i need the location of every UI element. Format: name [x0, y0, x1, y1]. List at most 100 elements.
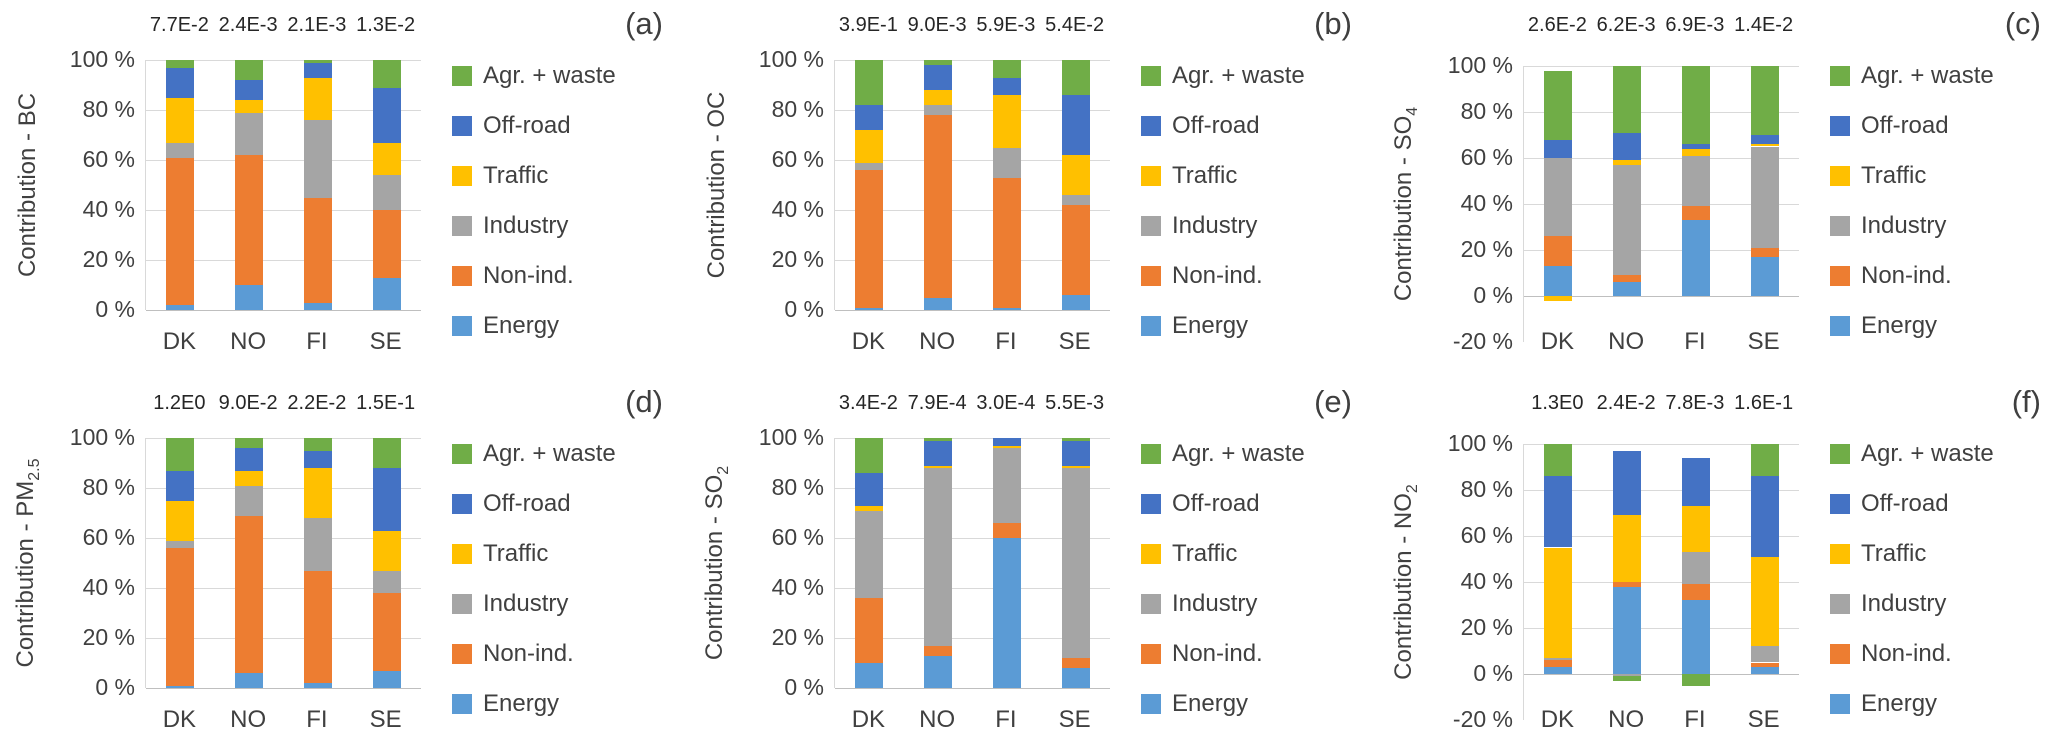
bar-total-label: 5.4E-2: [1045, 14, 1105, 36]
gridline: [835, 638, 1110, 639]
y-tick-label: 20 %: [771, 246, 824, 272]
bar-segment-traffic: [1061, 465, 1090, 468]
legend-swatch-icon: [1830, 444, 1850, 464]
bar-total-label: 3.4E-2: [838, 392, 898, 414]
x-tick-label: DK: [851, 328, 886, 355]
bar-total-label: 7.8E-3: [1665, 392, 1725, 414]
bar-segment-energy: [372, 670, 401, 688]
gridline: [146, 638, 421, 639]
panel-letter: (b): [1314, 6, 1352, 41]
gridline: [146, 60, 421, 61]
legend-label: Agr. + waste: [1861, 440, 1994, 467]
legend-label: Energy: [483, 312, 560, 339]
bar-segment-agr-waste: [992, 60, 1021, 78]
y-tick-label: 100 %: [758, 424, 824, 450]
panel-letter: (d): [625, 384, 663, 419]
bar-segment-traffic: [992, 445, 1021, 448]
gridline: [835, 210, 1110, 211]
legend-item-non-ind: Non-ind.: [452, 262, 574, 290]
bar-segment-traffic: [992, 95, 1021, 148]
bar-segment-off-road: [303, 62, 332, 78]
legend-label: Non-ind.: [1861, 262, 1952, 289]
x-tick-label: FI: [306, 706, 328, 733]
legend-label: Traffic: [1861, 540, 1927, 567]
bar-segment-agr-waste: [372, 60, 401, 88]
bar-segment-non-ind: [924, 115, 953, 298]
x-tick-label: SE: [1058, 328, 1091, 355]
legend-swatch-icon: [452, 594, 472, 614]
legend-item-agr-waste: Agr. + waste: [452, 62, 616, 90]
y-tick-label: 80 %: [82, 96, 135, 122]
panel-letter: (f): [2011, 384, 2041, 419]
bar-segment-industry: [1613, 674, 1642, 677]
legend-item-energy: Energy: [452, 690, 559, 718]
x-tick-label: NO: [919, 328, 956, 355]
bar-segment-industry: [855, 510, 884, 598]
bar-segment-off-road: [372, 87, 401, 143]
bar-segment-non-ind: [235, 155, 264, 285]
bar-segment-industry: [1613, 164, 1642, 276]
bar-segment-energy: [1681, 600, 1710, 674]
bar-segment-energy: [992, 307, 1021, 310]
x-tick-label: SE: [1747, 706, 1780, 733]
bar-segment-energy: [166, 685, 195, 688]
y-tick-label: 80 %: [771, 474, 824, 500]
x-tick-label: NO: [1608, 328, 1645, 355]
bar-segment-agr-waste: [924, 438, 953, 441]
bar-segment-non-ind: [1681, 584, 1710, 601]
bar-segment-industry: [924, 468, 953, 646]
bar-total-label: 3.0E-4: [976, 392, 1036, 414]
gridline: [146, 110, 421, 111]
bar-segment-off-road: [166, 470, 195, 501]
bar-segment-off-road: [924, 440, 953, 466]
legend-item-industry: Industry: [1141, 212, 1257, 240]
x-tick-label: FI: [995, 706, 1017, 733]
x-tick-label: SE: [369, 328, 402, 355]
bar-total-label: 1.5E-1: [356, 392, 416, 414]
bar-segment-off-road: [235, 80, 264, 100]
legend-item-off-road: Off-road: [452, 490, 571, 518]
legend-item-agr-waste: Agr. + waste: [452, 440, 616, 468]
legend-item-industry: Industry: [1830, 212, 1946, 240]
bar-total-label: 7.7E-2: [149, 14, 209, 36]
bar-total-label: 6.2E-3: [1596, 14, 1656, 36]
y-tick-label: 100 %: [1447, 52, 1513, 78]
gridline: [835, 160, 1110, 161]
bar-segment-industry: [1750, 146, 1779, 248]
bar-segment-energy: [992, 538, 1021, 688]
gridline: [1524, 444, 1799, 445]
bar-segment-off-road: [1750, 476, 1779, 557]
bar-total-label: 2.2E-2: [287, 392, 347, 414]
legend-item-industry: Industry: [1141, 590, 1257, 618]
bar-segment-off-road: [1750, 135, 1779, 145]
legend-swatch-icon: [1830, 316, 1850, 336]
bar-segment-traffic: [1544, 296, 1573, 301]
bar-segment-traffic: [166, 97, 195, 143]
y-tick-label: 80 %: [82, 474, 135, 500]
y-tick-label: 60 %: [82, 524, 135, 550]
bar-segment-energy: [924, 297, 953, 310]
panel-e: (e) Contribution - SO2 100 % 80 % 60 % 40 % 20…: [689, 378, 1378, 756]
bar-segment-agr-waste: [1681, 674, 1710, 686]
bar-segment-non-ind: [303, 570, 332, 683]
bar-segment-off-road: [1613, 132, 1642, 161]
x-tick-label: DK: [1540, 706, 1575, 733]
x-tick-label: NO: [230, 328, 267, 355]
panel-f: (f) Contribution - NO2 100 % 80 % 60 % 40 % 20…: [1378, 378, 2067, 756]
bar-segment-non-ind: [235, 515, 264, 673]
y-tick-label: 60 %: [771, 146, 824, 172]
legend-item-off-road: Off-road: [1830, 112, 1949, 140]
legend-swatch-icon: [452, 116, 472, 136]
bar-segment-agr-waste: [1061, 60, 1090, 95]
bar-total-label: 2.4E-2: [1596, 392, 1656, 414]
bar-segment-energy: [303, 302, 332, 310]
legend-swatch-icon: [452, 266, 472, 286]
y-tick-label: 0 %: [784, 296, 824, 322]
legend-swatch-icon: [452, 216, 472, 236]
legend-label: Traffic: [1172, 162, 1238, 189]
legend-label: Traffic: [483, 162, 549, 189]
legend-item-agr-waste: Agr. + waste: [1830, 440, 1994, 468]
bar-segment-energy: [1061, 668, 1090, 688]
bar-segment-off-road: [855, 473, 884, 506]
legend-label: Non-ind.: [1861, 640, 1952, 667]
